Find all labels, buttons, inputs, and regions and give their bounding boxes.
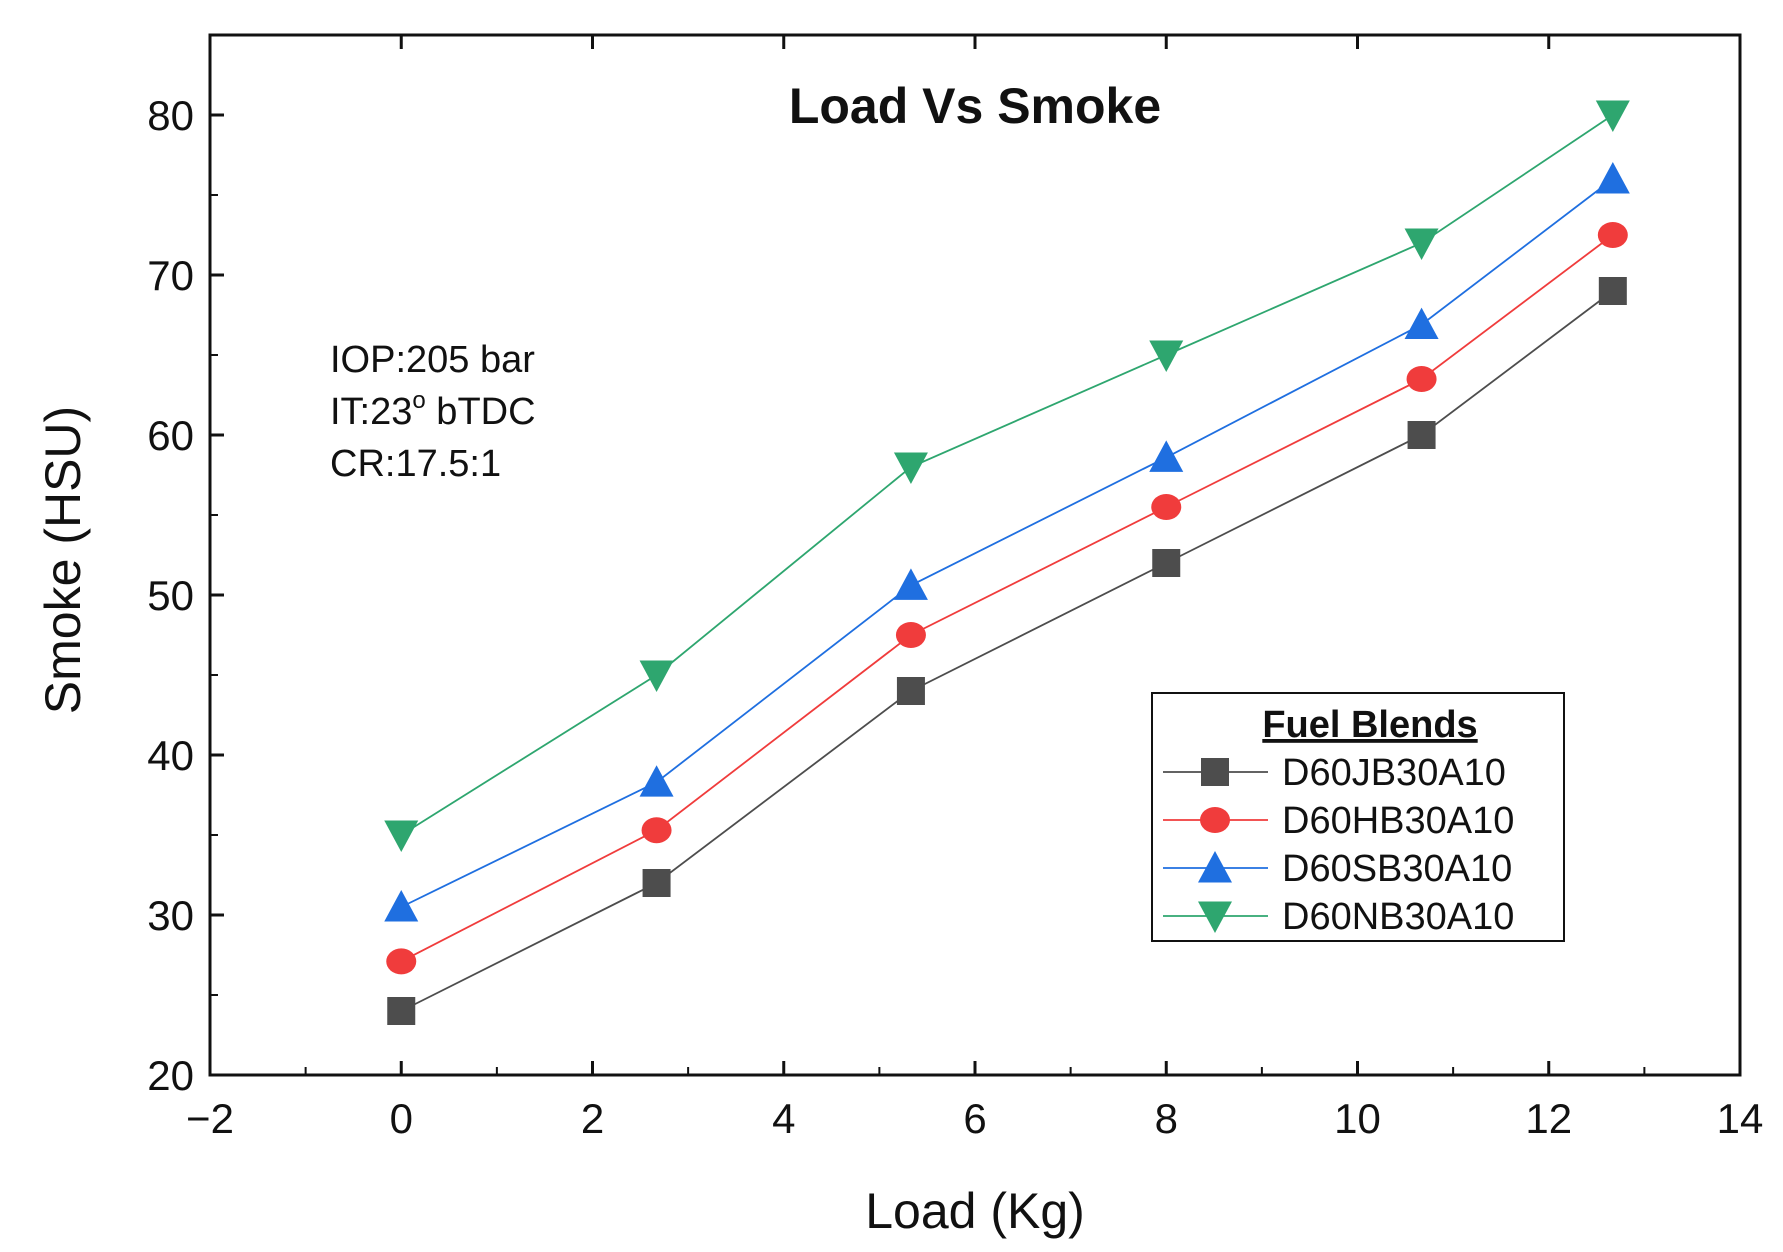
y-tick-label: 20 xyxy=(147,1052,194,1099)
series-line xyxy=(400,114,1614,836)
legend-marker xyxy=(1200,807,1230,833)
data-point xyxy=(387,997,416,1025)
data-point xyxy=(1595,162,1630,194)
series-line xyxy=(400,178,1614,908)
annotation-it-prefix: IT:23 xyxy=(330,391,412,433)
x-tick-label: 8 xyxy=(1155,1095,1178,1142)
x-tick-label: 4 xyxy=(772,1095,795,1142)
data-point xyxy=(642,869,671,897)
annotation-iop: IOP:205 bar xyxy=(330,339,535,381)
y-tick-label: 50 xyxy=(147,572,194,619)
legend-label: D60NB30A10 xyxy=(1282,896,1514,938)
x-tick-label: 14 xyxy=(1717,1095,1764,1142)
data-point xyxy=(1595,100,1630,132)
data-point xyxy=(1407,421,1436,449)
y-axis-label: Smoke (HSU) xyxy=(35,406,91,714)
data-point xyxy=(1151,494,1182,520)
data-point xyxy=(896,677,925,705)
series-d60nb30a10 xyxy=(384,100,1630,852)
x-tick-label: 10 xyxy=(1334,1095,1381,1142)
data-point xyxy=(1404,228,1439,260)
axis-ticks: −2 0 2 4 6 8 10 12 14 20 30 40 50 60 70 80 xyxy=(147,34,1764,1142)
annotation-it-suffix: bTDC xyxy=(426,391,536,433)
data-point xyxy=(1597,222,1628,248)
x-tick-label: 0 xyxy=(390,1095,413,1142)
x-tick-label: 2 xyxy=(581,1095,604,1142)
y-tick-label: 40 xyxy=(147,732,194,779)
x-tick-label: 6 xyxy=(963,1095,986,1142)
data-point xyxy=(639,765,674,797)
legend-label: D60HB30A10 xyxy=(1282,800,1514,842)
chart-title: Load Vs Smoke xyxy=(789,78,1161,134)
annotation-it: IT:23o bTDC xyxy=(330,387,536,433)
legend-marker xyxy=(1201,758,1229,786)
legend-entry: D60HB30A10 xyxy=(1163,800,1514,842)
legend-label: D60JB30A10 xyxy=(1282,752,1506,794)
data-point xyxy=(895,622,926,648)
series-layer xyxy=(384,100,1630,1025)
data-point xyxy=(1404,307,1439,340)
data-point xyxy=(1598,277,1627,305)
y-tick-label: 80 xyxy=(147,92,194,139)
legend-entry: D60NB30A10 xyxy=(1163,896,1514,938)
y-tick-label: 60 xyxy=(147,412,194,459)
data-point xyxy=(1152,549,1181,577)
data-point xyxy=(386,948,417,975)
x-tick-label: 12 xyxy=(1525,1095,1572,1142)
data-point xyxy=(641,817,672,844)
series-d60sb30a10 xyxy=(384,162,1630,922)
data-point xyxy=(1149,440,1184,472)
data-point xyxy=(1406,366,1437,392)
y-tick-label: 70 xyxy=(147,252,194,299)
legend-label: D60SB30A10 xyxy=(1282,848,1512,890)
x-tick-label: −2 xyxy=(186,1095,234,1142)
data-point xyxy=(384,820,419,852)
legend-entry: D60JB30A10 xyxy=(1163,752,1506,794)
annotation-cr: CR:17.5:1 xyxy=(330,443,501,485)
series-d60jb30a10 xyxy=(387,277,1627,1025)
series-line xyxy=(400,234,1614,963)
data-point xyxy=(893,568,928,600)
series-line xyxy=(400,290,1614,1012)
legend: Fuel Blends D60JB30A10 D60HB30A10 D60SB30A… xyxy=(1151,692,1565,942)
legend-title: Fuel Blends xyxy=(1262,704,1477,746)
x-axis-label: Load (Kg) xyxy=(865,1183,1085,1239)
y-tick-label: 30 xyxy=(147,892,194,939)
series-d60hb30a10 xyxy=(386,222,1628,975)
legend-entries: D60JB30A10 D60HB30A10 D60SB30A10 D60NB30A10 xyxy=(1163,752,1514,938)
data-point xyxy=(1149,340,1184,372)
data-point xyxy=(639,660,674,692)
legend-entry: D60SB30A10 xyxy=(1163,848,1512,890)
annotation-it-degree: o xyxy=(412,387,425,414)
legend-marker xyxy=(1198,851,1232,883)
data-point xyxy=(384,890,419,922)
legend-marker xyxy=(1198,901,1232,933)
data-point xyxy=(893,452,928,484)
